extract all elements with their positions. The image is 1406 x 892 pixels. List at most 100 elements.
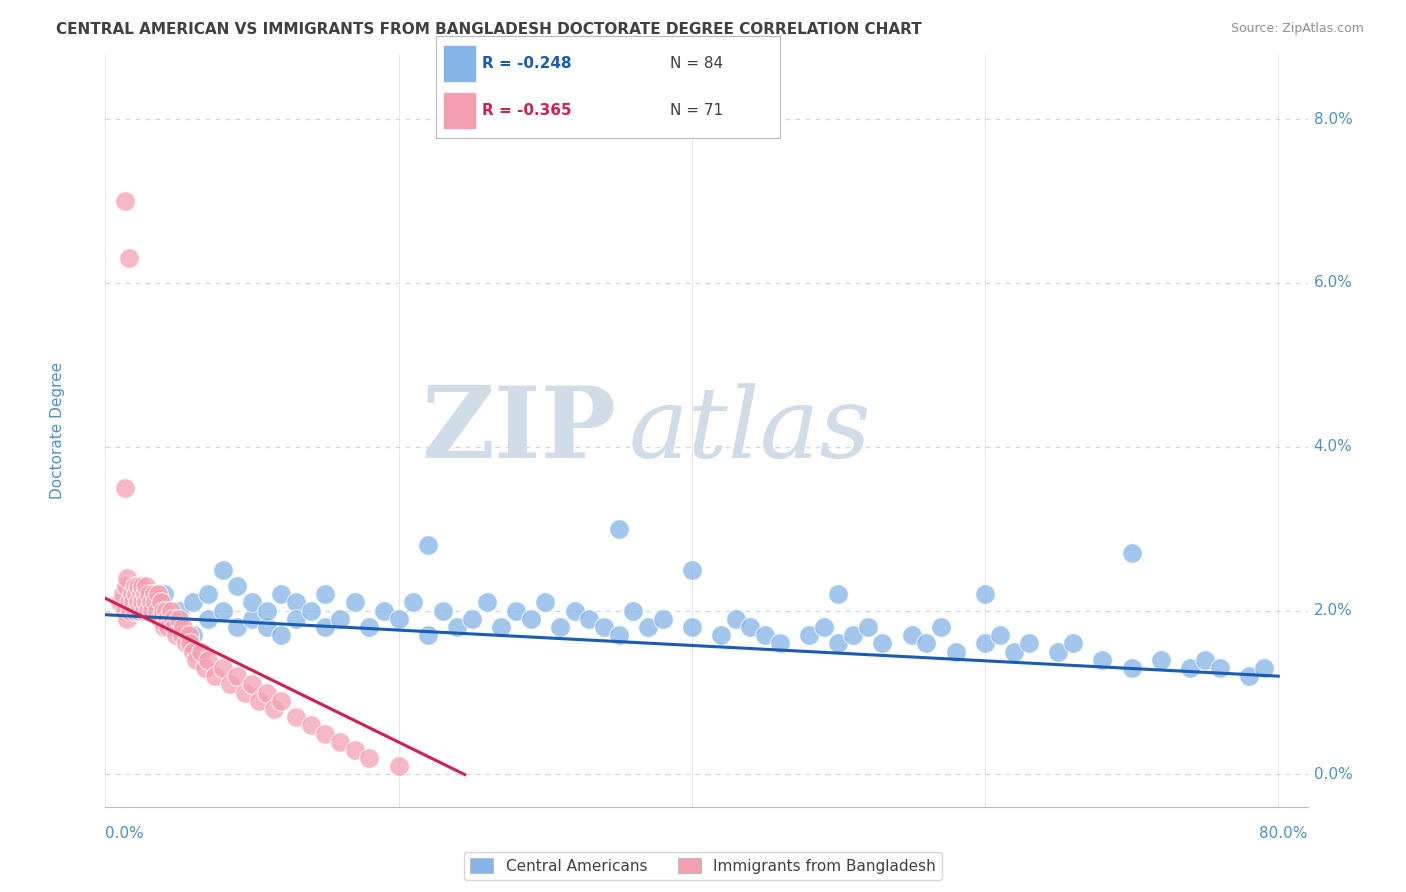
Point <box>190 644 212 658</box>
Point <box>1150 653 1173 667</box>
Point <box>135 595 157 609</box>
Point <box>974 587 997 601</box>
Point <box>138 595 160 609</box>
Point <box>1208 661 1230 675</box>
Point <box>240 595 263 609</box>
Point <box>1194 653 1216 667</box>
Point <box>416 628 439 642</box>
Point <box>124 579 146 593</box>
Point <box>226 579 249 593</box>
Point <box>143 595 166 609</box>
Point <box>285 612 308 626</box>
Point <box>172 620 194 634</box>
Point <box>129 587 152 601</box>
Point <box>142 587 165 601</box>
Point <box>1002 644 1025 658</box>
Point <box>183 644 205 658</box>
Point <box>128 604 150 618</box>
Point <box>183 595 205 609</box>
Point <box>120 604 142 618</box>
Point <box>388 612 411 626</box>
Point <box>183 628 205 642</box>
Text: 0.0%: 0.0% <box>1313 767 1353 782</box>
Point <box>174 636 197 650</box>
Point <box>651 612 673 626</box>
Legend: Central Americans, Immigrants from Bangladesh: Central Americans, Immigrants from Bangl… <box>464 852 942 880</box>
Point <box>114 481 136 495</box>
Point <box>534 595 557 609</box>
Point <box>152 604 174 618</box>
Point <box>240 677 263 691</box>
Point <box>157 620 180 634</box>
Point <box>121 587 143 601</box>
Point <box>256 620 278 634</box>
Point <box>945 644 967 658</box>
FancyBboxPatch shape <box>444 46 475 81</box>
FancyBboxPatch shape <box>444 93 475 128</box>
Point <box>112 587 135 601</box>
Point <box>211 604 233 618</box>
Point <box>226 669 249 683</box>
Point <box>1018 636 1040 650</box>
Point <box>177 628 200 642</box>
Point <box>134 587 156 601</box>
Point <box>150 595 173 609</box>
Point <box>314 620 336 634</box>
Point <box>285 595 308 609</box>
Text: N = 71: N = 71 <box>671 103 723 118</box>
Point <box>125 587 148 601</box>
Text: 0.0%: 0.0% <box>105 826 145 841</box>
Point <box>343 595 366 609</box>
Point <box>842 628 865 642</box>
Point <box>127 595 149 609</box>
Point <box>247 694 270 708</box>
Point <box>491 620 513 634</box>
Text: 6.0%: 6.0% <box>1313 276 1353 291</box>
Point <box>233 685 256 699</box>
Point <box>163 620 186 634</box>
Point <box>607 522 630 536</box>
Point <box>740 620 762 634</box>
Point <box>710 628 733 642</box>
Point <box>607 628 630 642</box>
Text: ZIP: ZIP <box>422 382 616 479</box>
Point <box>1180 661 1202 675</box>
Point <box>505 604 527 618</box>
Point <box>124 604 146 618</box>
Point <box>270 587 292 601</box>
Point <box>329 612 352 626</box>
Text: 2.0%: 2.0% <box>1313 603 1353 618</box>
Point <box>211 661 233 675</box>
Point <box>141 604 163 618</box>
Text: R = -0.248: R = -0.248 <box>482 56 572 71</box>
Text: 80.0%: 80.0% <box>1260 826 1308 841</box>
Point <box>564 604 586 618</box>
Point <box>593 620 616 634</box>
Point <box>186 653 208 667</box>
Point <box>754 628 776 642</box>
Point <box>432 604 454 618</box>
Point <box>1091 653 1114 667</box>
Point <box>148 587 170 601</box>
Point <box>122 595 145 609</box>
Point <box>270 694 292 708</box>
Point <box>1237 669 1260 683</box>
Point <box>900 628 922 642</box>
Point <box>299 604 322 618</box>
Text: 4.0%: 4.0% <box>1313 439 1353 454</box>
Text: R = -0.365: R = -0.365 <box>482 103 572 118</box>
Point <box>359 751 381 765</box>
Point <box>637 620 659 634</box>
Point <box>131 595 153 609</box>
Point <box>446 620 468 634</box>
Point <box>240 612 263 626</box>
Point <box>1253 661 1275 675</box>
Point <box>314 726 336 740</box>
Point <box>117 571 139 585</box>
Point <box>263 702 285 716</box>
Point <box>160 604 183 618</box>
Point <box>167 612 190 626</box>
Point <box>797 628 820 642</box>
Point <box>475 595 498 609</box>
Point <box>197 587 219 601</box>
